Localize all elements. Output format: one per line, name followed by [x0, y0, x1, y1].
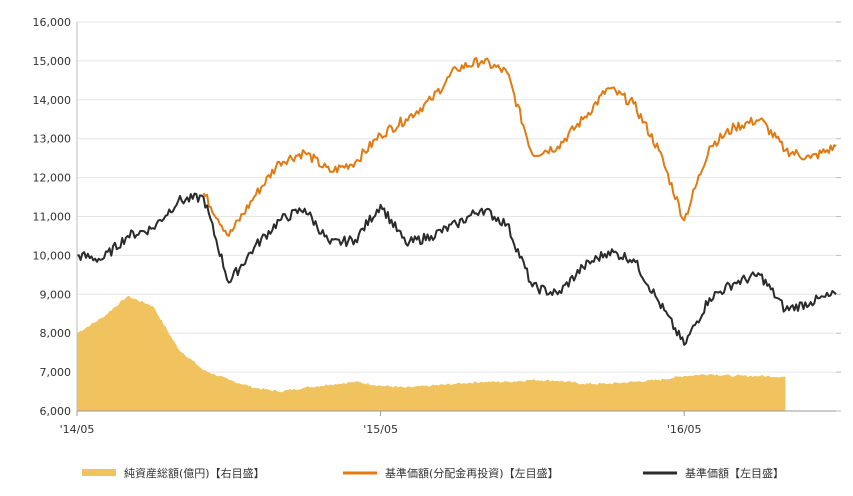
left-axis-ticks: 6,000 7,000 8,000 9,000 10,000 11,000 12,000 13…: [33, 16, 72, 418]
y-tick-label: 14,000: [33, 94, 72, 107]
net-assets-area: [77, 295, 786, 411]
y-tick-label: 9,000: [40, 288, 72, 301]
y-tick-label: 15,000: [33, 55, 72, 68]
y-tick-label: 13,000: [33, 133, 72, 146]
nav-reinvested-line: [202, 57, 837, 237]
y-tick-label: 6,000: [40, 405, 72, 418]
legend-label: 基準価額【左目盛】: [685, 466, 784, 480]
y-tick-label: 7,000: [40, 366, 72, 379]
y-tick-label: 12,000: [33, 172, 72, 185]
legend-label: 純資産総額(億円)【右目盛】: [124, 466, 265, 480]
y-tick-label: 10,000: [33, 249, 72, 262]
y-tick-label: 8,000: [40, 327, 72, 340]
area-layer: [77, 295, 786, 411]
x-axis-ticks: '14/05 '15/05 '16/05: [60, 411, 702, 436]
x-tick-label: '14/05: [60, 423, 95, 436]
legend-label: 基準価額(分配金再投資)【左目盛】: [385, 466, 559, 480]
lines-layer: [76, 57, 837, 346]
y-tick-label: 16,000: [33, 16, 72, 29]
axes: [76, 22, 836, 412]
legend: 純資産総額(億円)【右目盛】 基準価額(分配金再投資)【左目盛】 基準価額【左目盛】: [82, 466, 784, 480]
y-tick-label: 11,000: [33, 211, 72, 224]
x-tick-label: '15/05: [363, 423, 398, 436]
right-axis-ticks: [836, 21, 841, 412]
x-tick-label: '16/05: [667, 423, 702, 436]
nav-line: [76, 192, 837, 346]
gridlines: [77, 21, 836, 373]
legend-swatch: [82, 469, 116, 476]
